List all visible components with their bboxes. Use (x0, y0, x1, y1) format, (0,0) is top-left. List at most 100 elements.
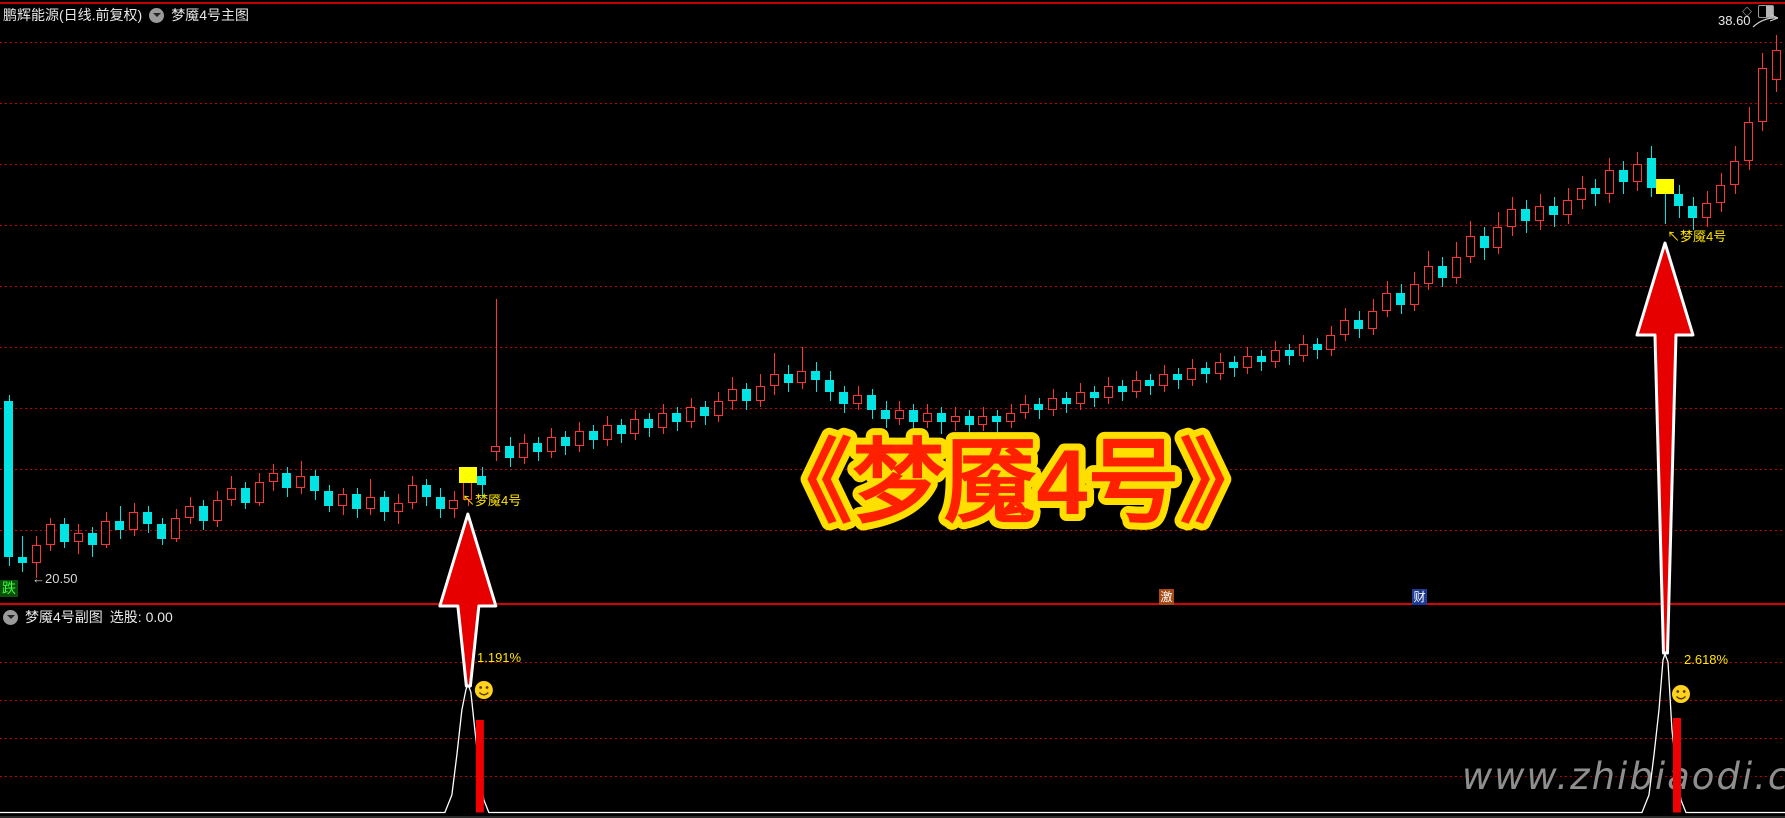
candle (1312, 343, 1322, 350)
candle (1646, 157, 1656, 188)
low-price-label: ←20.50 (32, 571, 78, 586)
grid-line (0, 469, 1785, 470)
candle (449, 499, 459, 509)
candle (1340, 319, 1350, 335)
candle (1423, 265, 1433, 284)
signal-pct-2: 2.618% (1684, 652, 1729, 667)
grid-line (0, 103, 1785, 104)
candle (922, 412, 932, 422)
candle (393, 502, 403, 512)
candle (268, 472, 278, 482)
candle (658, 412, 668, 428)
candle (310, 475, 320, 491)
candle (101, 520, 111, 545)
grid-line (0, 286, 1785, 287)
candle-wick (801, 346, 803, 389)
grid-line (0, 42, 1785, 43)
candle (1382, 292, 1392, 311)
candle (546, 436, 556, 452)
candle (1535, 205, 1545, 221)
news-tag-cai[interactable]: 财 (1412, 589, 1427, 605)
candle (727, 388, 737, 401)
candle (560, 436, 570, 446)
candle (1604, 169, 1614, 194)
candle (867, 394, 876, 410)
panel-layout-icon[interactable] (1758, 4, 1774, 18)
candle (1006, 412, 1016, 422)
candle (240, 487, 250, 503)
header-right-icons: ◇ (1742, 3, 1774, 19)
candle (1730, 160, 1740, 185)
candle (296, 475, 306, 488)
candle (1632, 163, 1642, 182)
candle (505, 445, 515, 458)
candle (992, 415, 1002, 422)
candle (1716, 184, 1726, 203)
candle (59, 523, 69, 542)
candle (115, 520, 125, 530)
candle (839, 391, 849, 404)
candle (1409, 283, 1419, 305)
candle (1201, 367, 1211, 374)
chevron-down-circle-icon[interactable] (149, 7, 165, 23)
diamond-icon[interactable]: ◇ (1742, 3, 1752, 18)
sub-indicator-name[interactable]: 梦魇4号副图 (25, 609, 103, 625)
candle (1034, 403, 1044, 410)
candle-wick (22, 535, 24, 572)
candle (1048, 397, 1057, 410)
candle (825, 379, 835, 392)
candle (686, 406, 696, 422)
candle (1103, 385, 1113, 398)
candle (894, 409, 904, 419)
candle (1145, 379, 1155, 386)
candle (407, 484, 417, 503)
candle (1354, 319, 1364, 329)
candle (1298, 343, 1308, 356)
fall-tag: 跌 (0, 580, 18, 597)
candle (741, 388, 751, 401)
candle-wick (495, 298, 497, 461)
candle (365, 496, 375, 509)
candle (1117, 385, 1127, 392)
candle (254, 481, 264, 503)
candle (602, 424, 612, 440)
candle (421, 484, 431, 497)
chevron-down-circle-icon[interactable] (3, 609, 18, 625)
candle (1020, 403, 1030, 413)
candle (1563, 199, 1572, 215)
signal-pct-1: 1.191% (477, 650, 522, 665)
candle (908, 409, 918, 422)
candle (1674, 193, 1684, 206)
candle (1368, 310, 1378, 329)
bottom-border-line (0, 816, 1785, 818)
top-border-line (0, 2, 1785, 4)
candle (4, 400, 13, 557)
candle (73, 532, 83, 542)
candle (1577, 187, 1586, 200)
chart-header: 鹏辉能源(日线.前复权) 梦魇4号主图 (3, 5, 249, 25)
candle (811, 370, 821, 380)
candle (853, 394, 863, 404)
main-indicator-name[interactable]: 梦魇4号主图 (171, 7, 250, 23)
candle (1229, 361, 1238, 368)
stock-title: 鹏辉能源(日线.前复权) (3, 7, 143, 23)
candle (616, 424, 626, 434)
candle (129, 511, 139, 530)
signal-label-2: ↖梦魇4号 (1667, 229, 1727, 244)
candle (157, 523, 167, 539)
news-tag-ji[interactable]: 激 (1159, 589, 1174, 605)
candle (1187, 367, 1197, 380)
candle (936, 412, 946, 422)
candle (1326, 334, 1336, 350)
candle (31, 544, 41, 563)
candle (1771, 49, 1781, 80)
candle (1549, 205, 1559, 215)
candle (1075, 391, 1085, 404)
panel-divider[interactable] (0, 603, 1785, 605)
candle (797, 370, 807, 383)
candle (171, 517, 180, 539)
candle (1089, 391, 1099, 398)
candle (1757, 67, 1767, 122)
candle (1493, 226, 1503, 248)
